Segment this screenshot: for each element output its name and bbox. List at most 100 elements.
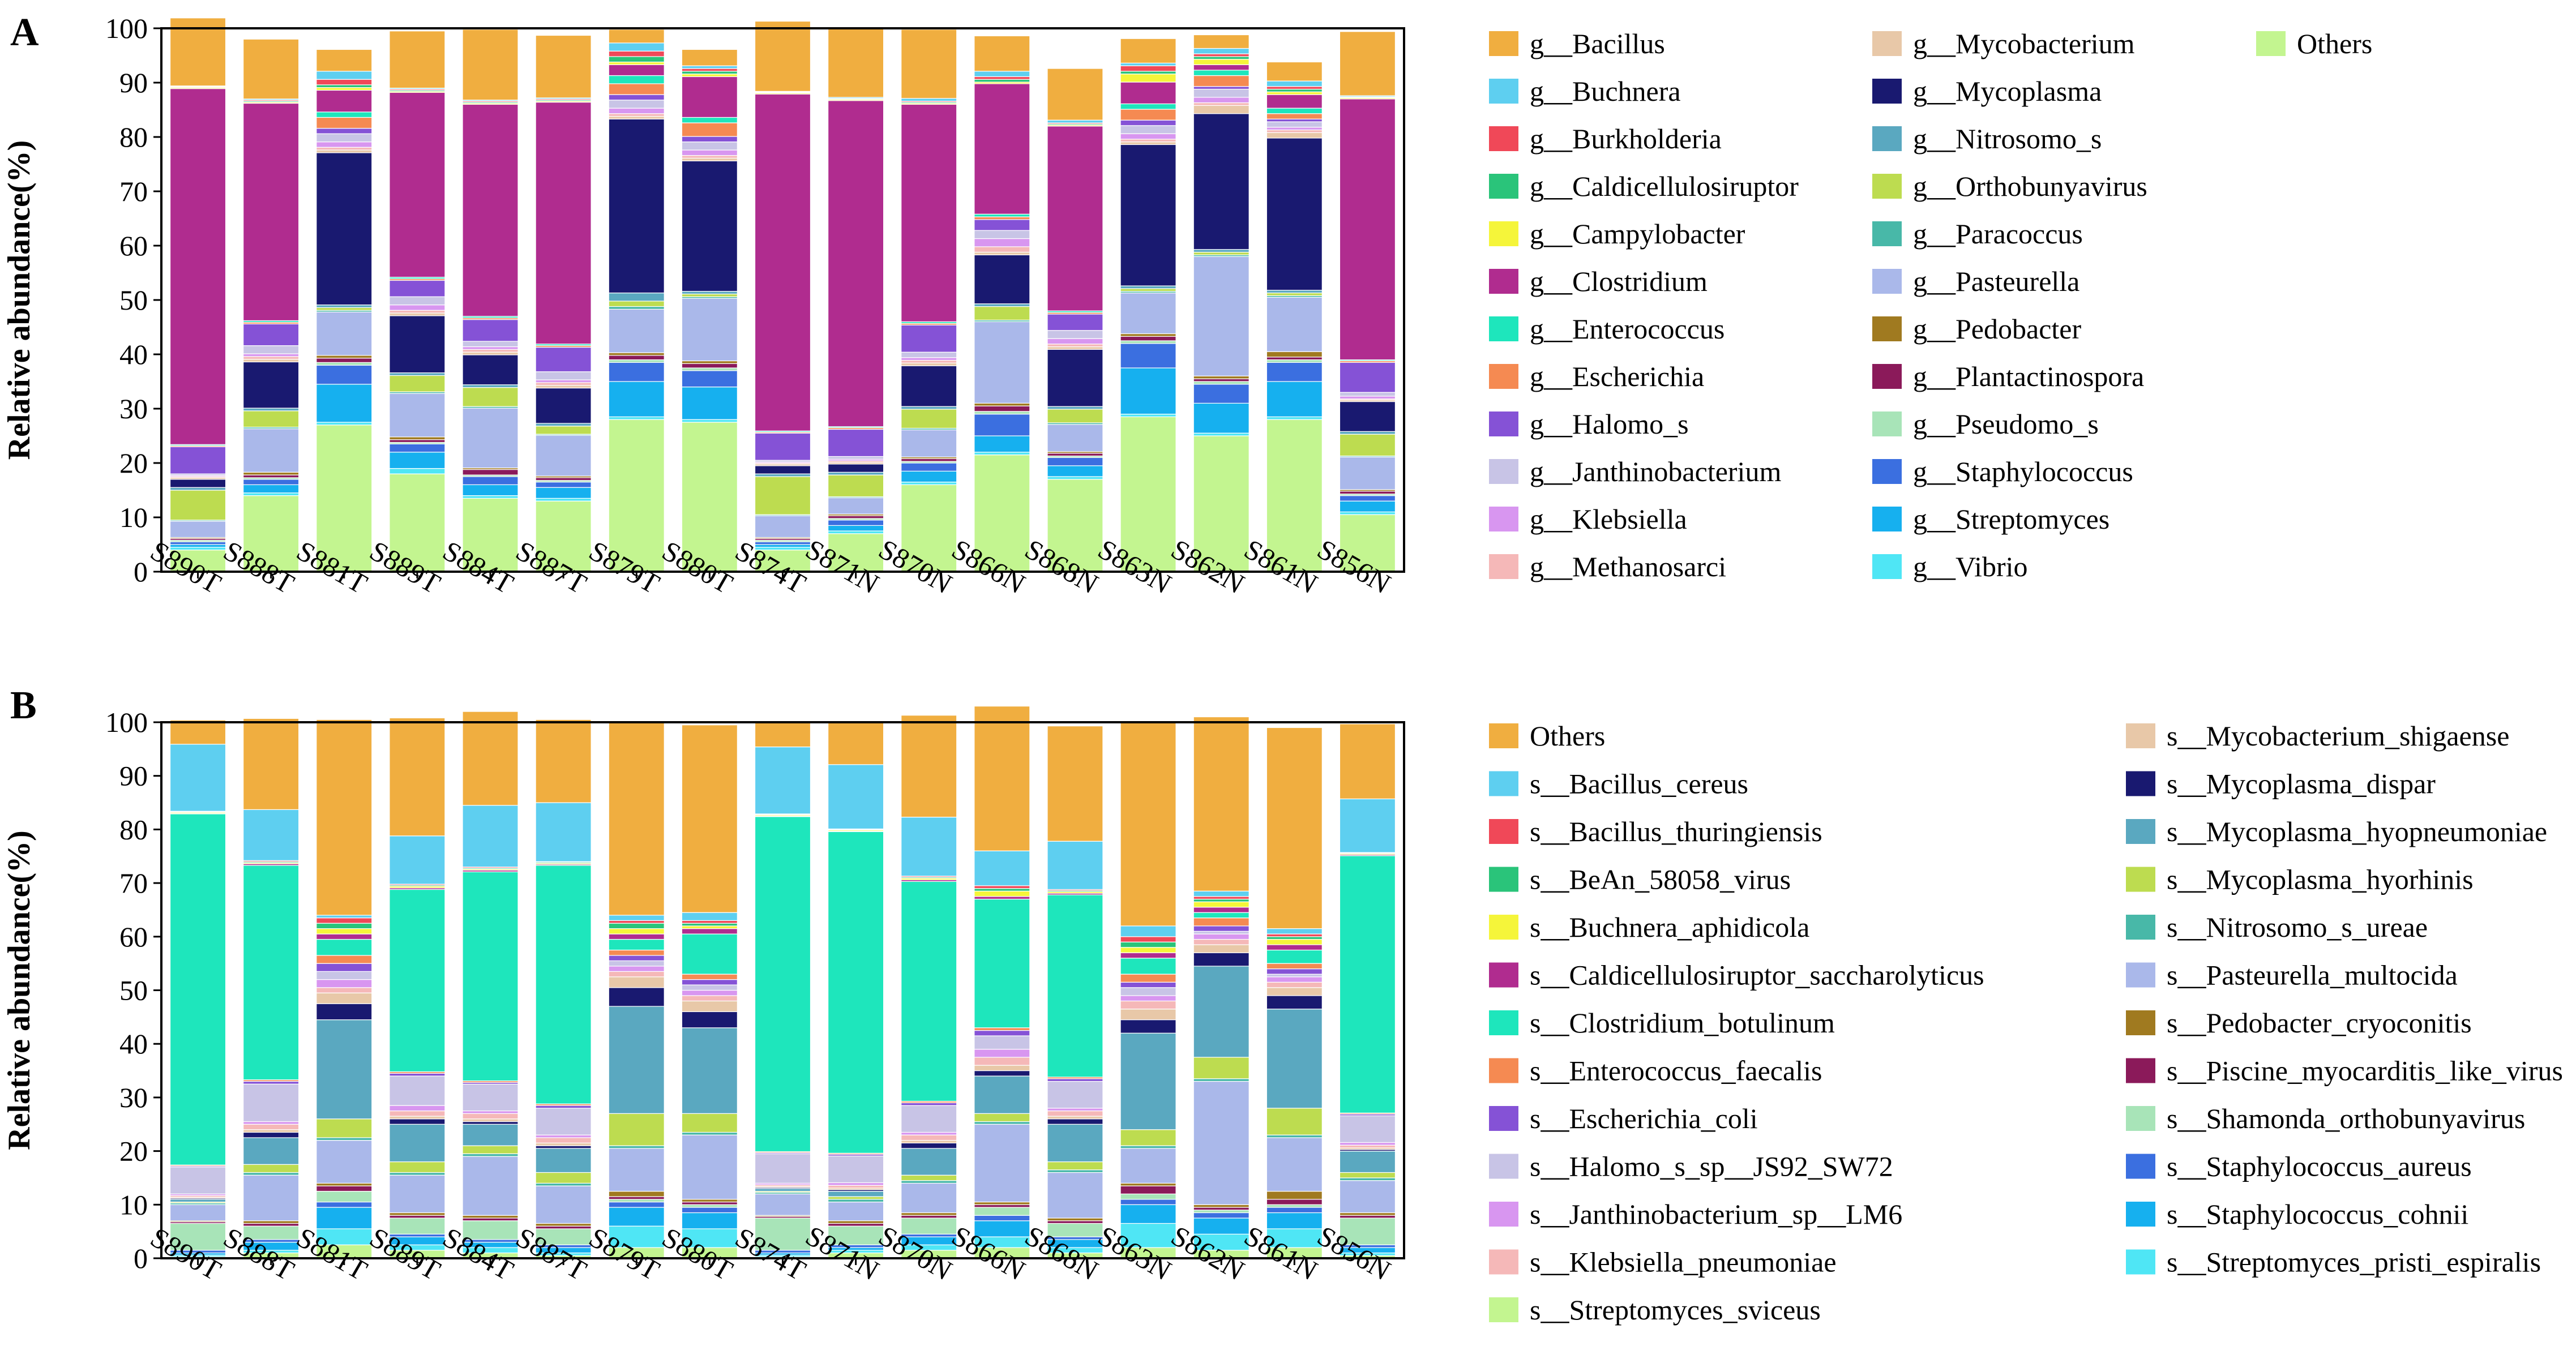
panel-a-legend-swatch-g-pasteurella (1872, 269, 1902, 294)
panel-b-bar-segment-s861n-s-bean-58058-virus (1266, 936, 1323, 940)
panel-a-bar-segment-s870n-g-bacillus (901, 29, 957, 99)
panel-b-bar-segment-s884t-s-shamonda-orthobunyavirus (462, 1220, 519, 1240)
panel-b-bar-segment-s889t-s-clostridium-botulinum (389, 889, 446, 1073)
panel-a-bar-segment-s888t-g-orthobunyavirus (243, 410, 299, 428)
panel-b-legend-swatch-s-shamonda-orthobunyavirus (2126, 1106, 2155, 1131)
panel-a-bar-segment-s861n-g-plantactinospora (1266, 357, 1323, 361)
panel-a-bar-segment-s868n-g-clostridium (1047, 126, 1103, 311)
panel-b-bar-segment-s871n-s-janthinobacterium-sp-lm6 (828, 1182, 884, 1186)
panel-b-bar-segment-s887t-s-mycoplasma-hyopneumoniae (535, 1148, 592, 1173)
panel-b-bar-segment-s887t-s-mycobacterium-shigaense (535, 1142, 592, 1146)
panel-a-bar-segment-s888t-g-vibrio (243, 492, 299, 496)
panel-a-bar-segment-s890t-g-pasteurella (169, 521, 226, 538)
panel-b-bar-segment-s862n-s-bacillus-thuringiensis (1193, 896, 1250, 900)
panel-a-bar-segment-s861n-g-mycoplasma (1266, 138, 1323, 291)
panel-a-bar-segment-s879t-g-burkholderia (608, 50, 665, 57)
panel-a-bar-segment-s862n-g-caldicellulosiruptor (1193, 56, 1250, 60)
panel-a-y-tick-label-90: 90 (119, 67, 148, 98)
panel-a-bar-segment-s888t-g-nitrosomo-s (243, 408, 299, 411)
panel-b-bar-segment-s861n-s-escherichia-coli (1266, 968, 1323, 975)
panel-b-bar-segment-s887t-others (535, 719, 592, 803)
panel-a-bar-segment-s880t-g-pedobacter (681, 360, 738, 364)
panel-a-bar-segment-s879t-g-pasteurella (608, 308, 665, 353)
panel-b-bar-segment-s861n-s-mycoplasma-hyopneumoniae (1266, 1009, 1323, 1109)
panel-b-bar-segment-s866n-s-piscine-myocarditis-like-virus (974, 1204, 1030, 1208)
panel-a-bar-segment-s870n-g-methanosarci (901, 359, 957, 363)
panel-b-legend-label-s-pasteurella-multocida: s__Pasteurella_multocida (2167, 959, 2458, 991)
panel-b-bar-segment-s861n-s-pasteurella-multocida (1266, 1137, 1323, 1192)
panel-b-bar-segment-s881t-s-halomo-s-sp-js92-sw72 (316, 971, 373, 980)
panel-b-bar-segment-s881t-s-pasteurella-multocida (316, 1140, 373, 1184)
panel-b-bar-segment-s881t-others (316, 719, 373, 916)
panel-b-bar-segment-s856n-others (1339, 723, 1396, 800)
panel-b-bar-segment-s889t-s-halomo-s-sp-js92-sw72 (389, 1075, 446, 1106)
panel-a-bar-segment-s881t-g-campylobacter (316, 87, 373, 91)
panel-a-bar-segment-s879t-g-staphylococcus (608, 362, 665, 382)
panel-a-bar-segment-s863n-g-mycobacterium (1120, 142, 1176, 145)
panel-a-bar-segment-s870n-g-orthobunyavirus (901, 409, 957, 429)
panel-b-bar-segment-s881t-s-escherichia-coli (316, 963, 373, 972)
panel-a-bar-segment-s870n-g-vibrio (901, 481, 957, 485)
panel-b-bar-segment-s887t-s-klebsiella-pneumoniae (535, 1137, 592, 1143)
panel-a-bar-segment-s856n-g-staphylococcus (1339, 495, 1396, 501)
panel-b-bar-segment-s863n-s-buchnera-aphidicola (1120, 947, 1176, 953)
panel-b-bar-segment-s880t-s-halomo-s-sp-js92-sw72 (681, 984, 738, 991)
panel-a-bar-segment-s881t-g-pseudomo-s (316, 362, 373, 366)
panel-b-legend-label-s-mycobacterium-shigaense: s__Mycobacterium_shigaense (2167, 720, 2509, 752)
panel-a-bar-segment-s884t-g-methanosarci (462, 349, 519, 353)
panel-b-bar-segment-s870n-s-klebsiella-pneumoniae (901, 1134, 957, 1141)
panel-a-bar-segment-s861n-g-enterococcus (1266, 108, 1323, 114)
panel-a-bar-segment-s868n-others (1047, 479, 1103, 572)
panel-a-bar-segment-s863n-g-campylobacter (1120, 74, 1176, 83)
panel-b-legend-swatch-s-enterococcus-faecalis (1489, 1058, 1518, 1083)
panel-a-bar-segment-s888t-g-halomo-s (243, 323, 299, 346)
panel-a-bar-segment-s861n-g-escherichia (1266, 113, 1323, 119)
panel-b-bar-segment-s861n-others (1266, 727, 1323, 929)
panel-a-bar-segment-s884t-g-plantactinospora (462, 469, 519, 475)
panel-b-bar-segment-s880t-s-pasteurella-multocida (681, 1134, 738, 1200)
panel-b-bar-segment-s870n-others (901, 715, 957, 818)
panel-a-bar-segment-s888t-g-plantactinospora (243, 474, 299, 478)
panel-a-bar-segment-s868n-g-methanosarci (1047, 344, 1103, 348)
panel-a-bar-segment-s879t-g-bacillus (608, 29, 665, 44)
panel-a-y-tick-label-60: 60 (119, 230, 148, 262)
panel-a-bar-segment-s863n-g-escherichia (1120, 109, 1176, 121)
panel-b-bar-segment-s870n-s-mycoplasma-hyopneumoniae (901, 1148, 957, 1176)
panel-b-bar-segment-s887t-s-clostridium-botulinum (535, 865, 592, 1104)
panel-b-legend-label-s-clostridium-botulinum: s__Clostridium_botulinum (1530, 1007, 1835, 1039)
panel-b-bar-segment-s889t-s-mycobacterium-shigaense (389, 1116, 446, 1120)
panel-a-bar-segment-s888t-g-streptomyces (243, 484, 299, 494)
panel-b-bar-segment-s890t-others (169, 719, 226, 745)
panel-a-bar-segment-s881t-others (316, 425, 373, 572)
panel-b-bar-segment-s884t-s-mycoplasma-dispar (462, 1121, 519, 1125)
panel-b-bar-segment-s863n-s-mycoplasma-hyopneumoniae (1120, 1032, 1176, 1130)
panel-a-bar-segment-s887t-g-bacillus (535, 35, 592, 98)
panel-b-legend-swatch-s-caldicellulosiruptor-saccharolyticus (1489, 962, 1518, 988)
panel-a-bar-segment-s881t-g-caldicellulosiruptor (316, 84, 373, 88)
panel-a-panel-label: A (10, 11, 39, 54)
panel-a-bar-segment-s863n-g-halomo-s (1120, 119, 1176, 126)
panel-a-bar-segment-s856n-g-janthinobacterium (1339, 392, 1396, 397)
panel-b-bar-segment-s861n-s-caldicellulosiruptor-saccharolyticus (1266, 944, 1323, 951)
panel-a-bar-segment-s861n-g-burkholderia (1266, 86, 1323, 90)
panel-b-legend-swatch-s-mycoplasma-hyopneumoniae (2126, 819, 2155, 844)
panel-a-bar-segment-s863n-g-janthinobacterium (1120, 125, 1176, 134)
panel-a-bar-segment-s868n-g-janthinobacterium (1047, 330, 1103, 339)
panel-a-bar-segment-s863n-g-clostridium (1120, 82, 1176, 105)
panel-a-bar-segment-s868n-g-bacillus (1047, 68, 1103, 121)
panel-b-bar-segment-s866n-s-buchnera-aphidicola (974, 890, 1030, 897)
panel-b-bar-segment-s861n-s-shamonda-orthobunyavirus (1266, 1204, 1323, 1208)
panel-b-bar-segment-s879t-s-janthinobacterium-sp-lm6 (608, 966, 665, 972)
panel-a-bar-segment-s866n-g-buchnera (974, 71, 1030, 78)
panel-b-bar-segment-s888t-s-pasteurella-multocida (243, 1174, 299, 1221)
panel-a-bar-segment-s887t-g-clostridium (535, 101, 592, 345)
panel-a-bar-segment-s856n-g-halomo-s (1339, 362, 1396, 393)
panel-b-bar-segment-s862n-s-buchnera-aphidicola (1193, 901, 1250, 908)
panel-a-bar-segment-s879t-g-klebsiella (608, 108, 665, 114)
panel-a-legend-label-g-pedobacter: g__Pedobacter (1913, 313, 2081, 345)
panel-b-bar-segment-s866n-s-klebsiella-pneumoniae (974, 1057, 1030, 1066)
panel-b-legend-label-s-mycoplasma-hyorhinis: s__Mycoplasma_hyorhinis (2167, 864, 2474, 895)
panel-b-legend-label-s-staphylococcus-cohnii: s__Staphylococcus_cohnii (2167, 1198, 2468, 1230)
panel-b-bar-segment-s863n-s-shamonda-orthobunyavirus (1120, 1193, 1176, 1200)
